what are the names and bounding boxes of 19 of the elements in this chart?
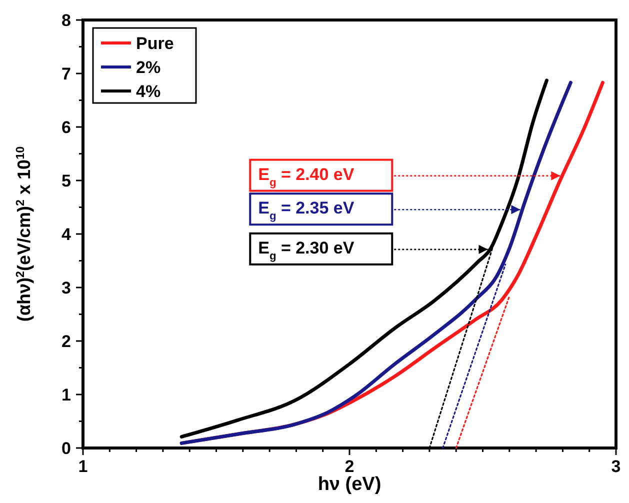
x-tick-label: 3 (611, 457, 621, 476)
y-tick-label: 1 (62, 386, 71, 404)
y-tick-label: 2 (62, 332, 71, 351)
annotation: E$_{g}$ = 2.40 eV (258, 164, 355, 189)
y-tick-label: 8 (62, 11, 71, 30)
annotation: E$_{g}$ = 2.30 eV (258, 238, 355, 262)
annotation: E$_{g}$ = 2.35 eV (258, 198, 355, 223)
legend-label: 4% (136, 82, 161, 101)
y-tick-label: 3 (62, 278, 71, 298)
legend-label: 2% (136, 58, 161, 77)
x-tick-label: 1 (78, 457, 88, 476)
y-tick-label: 5 (62, 172, 71, 190)
x-axis-title: hν (eV) (318, 474, 382, 495)
legend-label: Pure (136, 34, 174, 53)
y-tick-label: 7 (62, 64, 71, 84)
y-tick-label: 6 (62, 118, 71, 137)
x-tick-label: 2 (344, 457, 354, 476)
y-tick-label: 0 (62, 439, 71, 458)
y-tick-label: 4 (62, 225, 72, 244)
